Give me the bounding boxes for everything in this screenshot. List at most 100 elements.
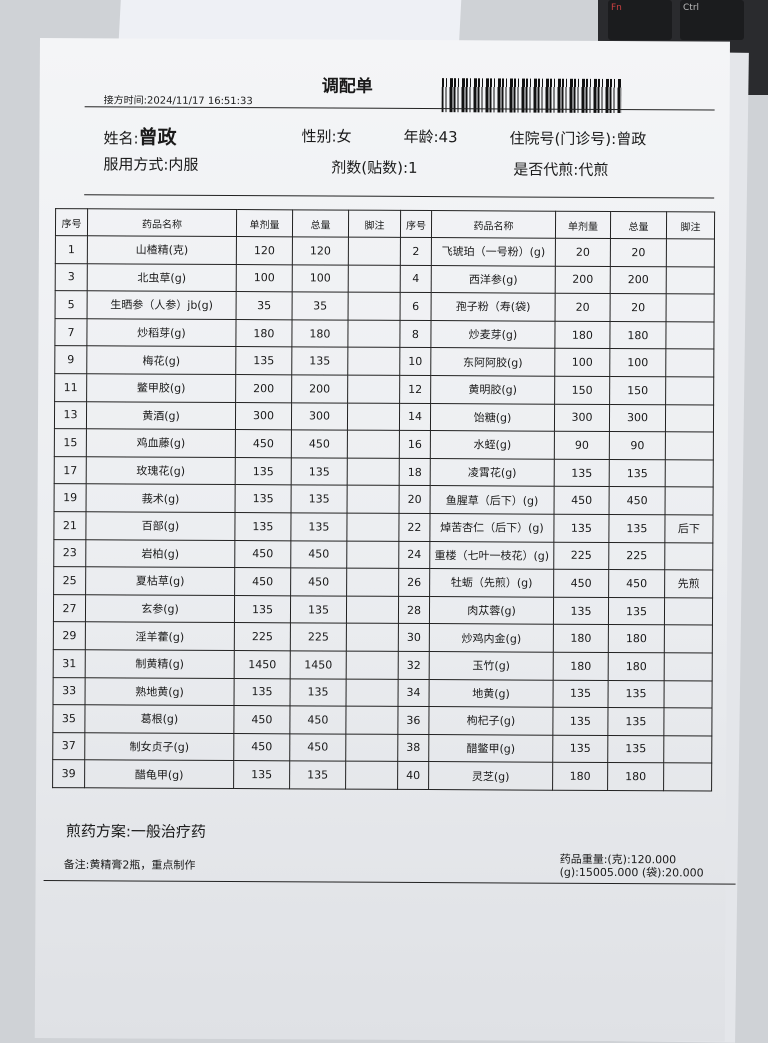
table-row: 37 制女贞子(g) 450 450 38 醋鳖甲(g) 135 135	[52, 732, 712, 764]
cell-seq: 40	[397, 761, 429, 790]
cell-total: 180	[608, 624, 665, 653]
cell-total: 135	[291, 347, 348, 376]
cell-seq: 3	[55, 263, 88, 291]
cell-footnote	[345, 761, 398, 790]
ctrl-key: Ctrl	[680, 0, 744, 40]
cell-seq: 36	[397, 706, 430, 735]
cell-seq: 32	[398, 651, 430, 680]
cell-medicine-name: 炒稻芽(g)	[86, 318, 237, 347]
cell-footnote	[665, 349, 714, 378]
cell-single-dose: 135	[552, 707, 609, 736]
cell-seq: 2	[400, 237, 432, 266]
cell-seq: 28	[398, 596, 430, 624]
cell-single-dose: 450	[235, 429, 292, 458]
cell-seq: 33	[53, 677, 86, 705]
cell-total: 120	[292, 236, 349, 265]
cell-total: 135	[607, 707, 665, 736]
cell-seq: 30	[398, 623, 430, 652]
cell-footnote	[347, 430, 400, 459]
table-row: 25 夏枯草(g) 450 450 26 牡蛎（先煎）(g) 450 450 先煎	[53, 566, 713, 598]
gender: 性别:女	[301, 127, 352, 146]
column-header: 总量	[610, 211, 667, 239]
cell-medicine-name: 制黄精(g)	[85, 649, 235, 679]
cell-single-dose: 180	[554, 320, 611, 349]
table-row: 1 山楂精(克) 120 120 2 飞琥珀（一号粉）(g) 20 20	[55, 235, 715, 267]
table-row: 31 制黄精(g) 1450 1450 32 玉竹(g) 180 180	[53, 649, 713, 681]
cell-seq: 34	[398, 678, 430, 707]
cell-footnote	[346, 623, 399, 652]
cell-total: 135	[291, 457, 348, 486]
cell-seq: 11	[54, 373, 87, 402]
cell-total: 35	[292, 292, 349, 320]
cell-single-dose: 180	[553, 652, 609, 680]
cell-single-dose: 300	[235, 402, 292, 430]
cell-seq: 5	[55, 290, 88, 319]
cell-footnote	[666, 293, 715, 322]
cell-total: 180	[607, 762, 664, 791]
cell-footnote	[665, 487, 714, 515]
total-weight: 药品重量:(克):120.000 (g):15005.000 (袋):20.00…	[559, 852, 704, 880]
column-header: 脚注	[348, 210, 401, 238]
column-header: 序号	[55, 208, 88, 236]
cell-seq: 26	[398, 568, 430, 597]
cell-medicine-name: 炒鸡内金(g)	[429, 623, 554, 653]
cell-medicine-name: 黄酒(g)	[86, 401, 236, 430]
medicine-table: 序号 药品名称 单剂量 总量 脚注 序号 药品名称 单剂量 总量 脚注 1 山楂精(克) 120 120…	[52, 208, 715, 791]
cell-seq: 39	[52, 759, 85, 788]
cell-total: 180	[291, 319, 349, 348]
document-title: 调配单	[321, 76, 373, 97]
cell-medicine-name: 西洋参(g)	[431, 265, 556, 294]
cell-total: 135	[607, 735, 664, 764]
cell-single-dose: 300	[554, 403, 610, 432]
cell-footnote	[347, 319, 401, 348]
cell-seq: 7	[54, 318, 88, 347]
cell-medicine-name: 灵芝(g)	[428, 761, 553, 791]
cell-footnote	[347, 402, 400, 431]
dispensing-sheet: 调配单 接方时间:2024/11/17 16:51:33 姓名:曾政 性别:女 …	[34, 38, 736, 1042]
age: 年龄:43	[403, 127, 458, 147]
cell-footnote	[347, 485, 400, 514]
table-row: 17 玫瑰花(g) 135 135 18 凌霄花(g) 135 135	[54, 456, 714, 488]
table-row: 5 生晒参（人参）jb(g) 35 35 6 孢子粉（寿(袋) 20 20	[55, 290, 715, 322]
cell-footnote	[665, 321, 715, 350]
cell-medicine-name: 山楂精(克)	[87, 235, 237, 265]
cell-medicine-name: 黄明胶(g)	[430, 375, 555, 404]
column-header: 药品名称	[431, 210, 556, 239]
cell-footnote	[665, 459, 714, 488]
cell-single-dose: 135	[233, 760, 290, 789]
cell-single-dose: 450	[233, 733, 290, 762]
cell-total: 1450	[290, 650, 347, 679]
cell-footnote	[346, 513, 400, 541]
cell-total: 135	[291, 485, 348, 514]
cell-medicine-name: 淫羊藿(g)	[85, 622, 235, 651]
cell-seq: 37	[52, 732, 85, 761]
cell-total: 200	[291, 374, 348, 403]
cell-footnote	[346, 595, 399, 624]
cell-medicine-name: 梅花(g)	[86, 346, 236, 375]
cell-footnote	[664, 652, 713, 681]
cell-footnote	[347, 347, 400, 376]
cell-single-dose: 135	[234, 512, 292, 541]
cell-seq: 12	[399, 375, 431, 404]
cell-medicine-name: 玫瑰花(g)	[86, 456, 236, 485]
cell-single-dose: 450	[234, 540, 291, 568]
cell-footnote	[347, 375, 400, 403]
name-value: 曾政	[138, 126, 177, 149]
table-row: 23 岩柏(g) 450 450 24 重楼（七叶一枝花）(g) 225 225	[53, 539, 713, 571]
cell-seq: 15	[54, 428, 87, 457]
cell-total: 20	[610, 293, 667, 322]
cell-total: 450	[609, 486, 666, 515]
cell-seq: 25	[53, 566, 86, 595]
cell-medicine-name: 熟地黄(g)	[85, 677, 235, 706]
column-header: 单剂量	[236, 209, 293, 237]
cell-total: 300	[609, 404, 666, 432]
table-row: 3 北虫草(g) 100 100 4 西洋参(g) 200 200	[55, 263, 715, 295]
cell-single-dose: 135	[553, 596, 609, 625]
doses: 剂数(贴数):1	[331, 158, 418, 177]
divider	[43, 880, 736, 885]
column-header: 总量	[292, 209, 349, 238]
cell-single-dose: 180	[552, 762, 608, 791]
cell-single-dose: 200	[235, 374, 292, 403]
table-row: 39 醋龟甲(g) 135 135 40 灵芝(g) 180 180	[52, 759, 712, 791]
cell-medicine-name: 凌霄花(g)	[430, 458, 555, 487]
